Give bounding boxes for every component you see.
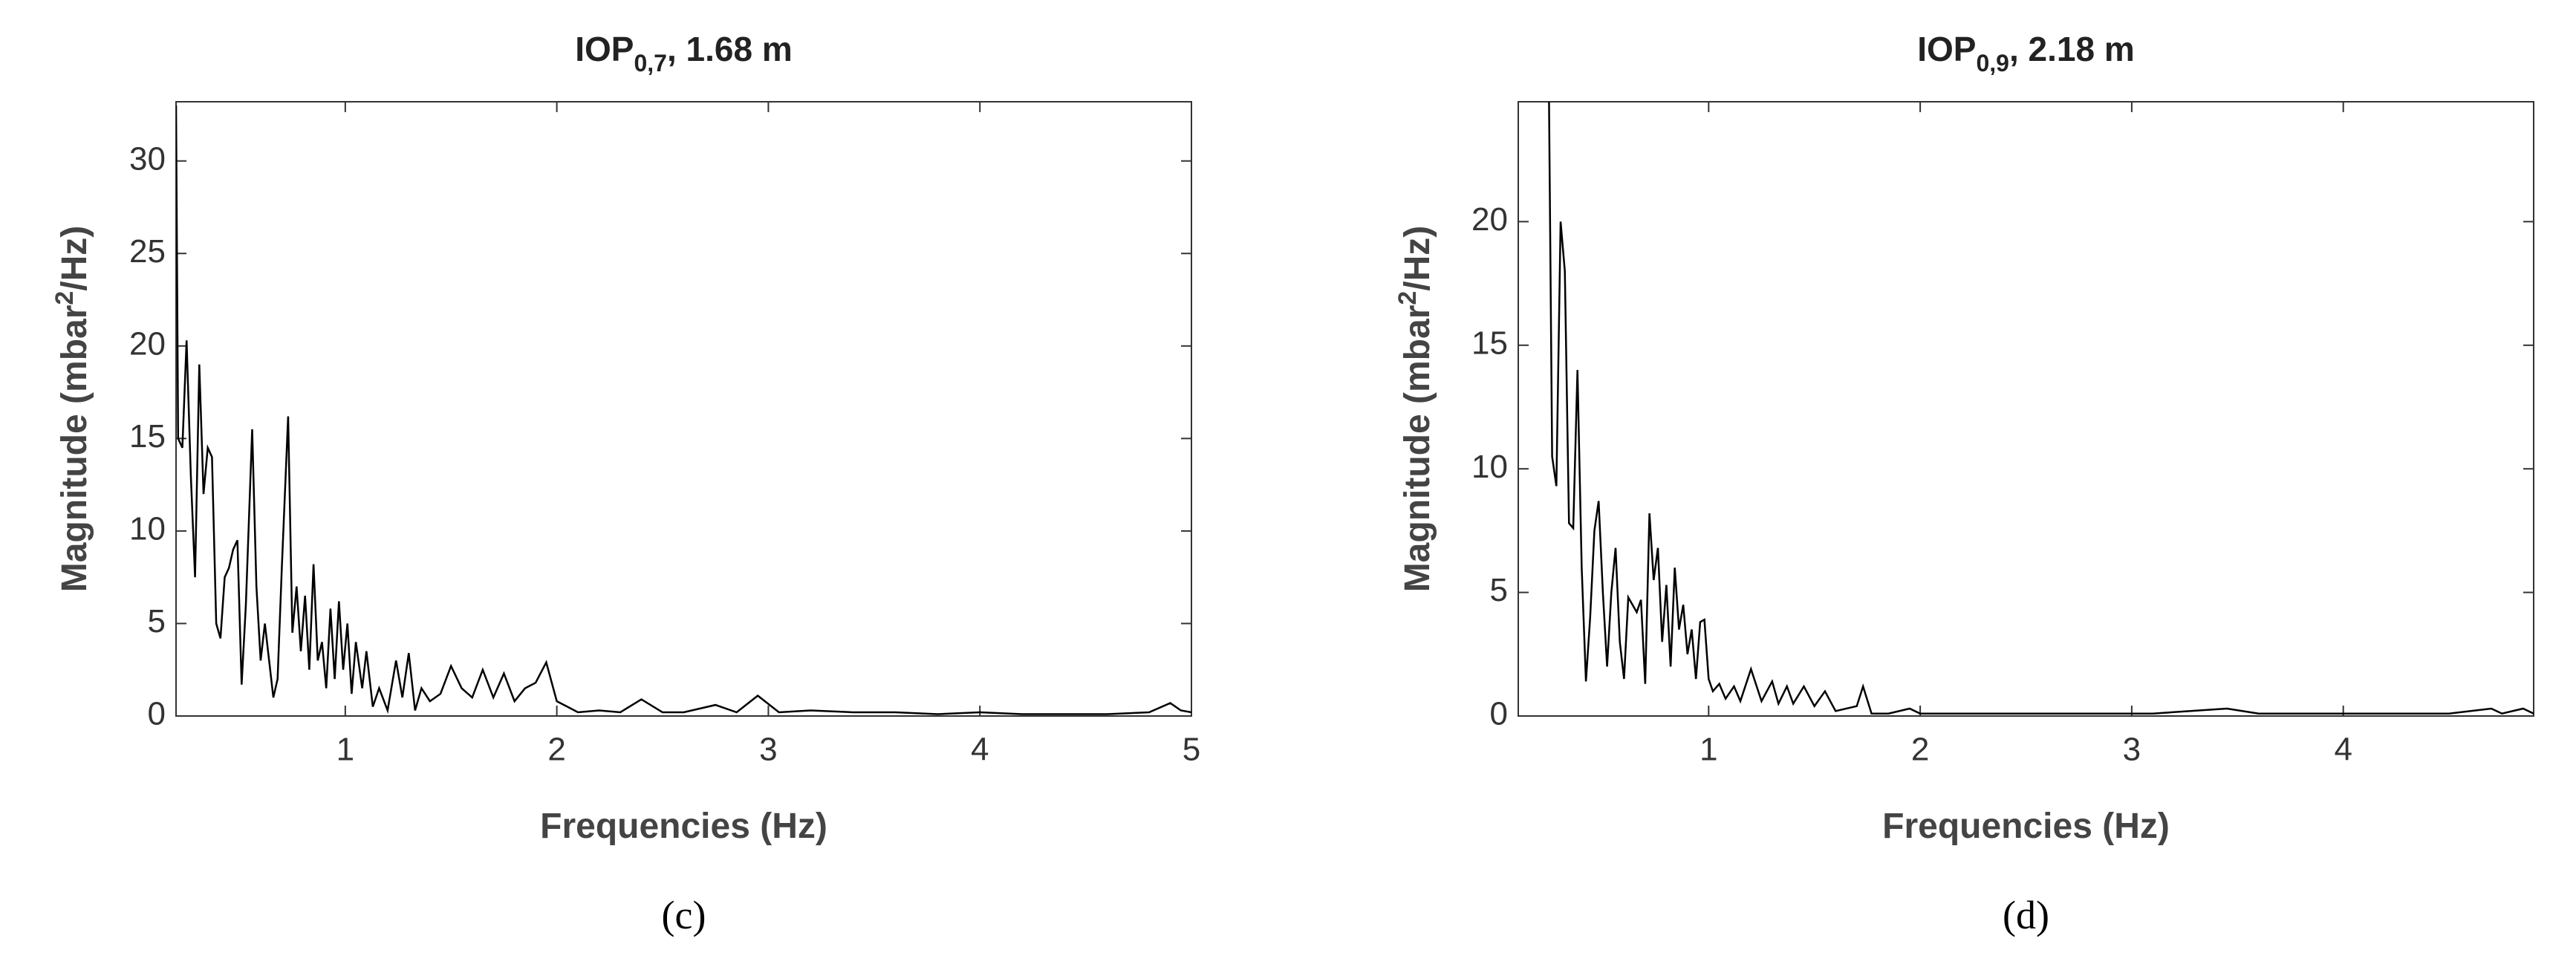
plot-area [1518,101,2534,717]
y-label-suffix: /Hz) [55,226,94,291]
title-main: IOP [1917,30,1976,68]
series [1548,102,2534,715]
y-tick-label: 20 [129,325,166,362]
x-tick-label: 5 [1183,732,1200,768]
y-tick-label: 5 [1490,572,1508,608]
y-label-main: Magnitude (mbar [1398,305,1437,593]
y-tick-label: 10 [1471,449,1508,485]
chart: 0 5 10 15 20 1 2 3 4 IOP0,9, 2.18 m Frequencies (H… [1393,30,2534,937]
title-subscript: 0,7 [634,50,666,77]
y-tick-label: 5 [148,603,166,640]
y-tick-label: 20 [1471,201,1508,238]
chart: 0 5 10 15 20 25 30 1 2 3 4 5 IOP0,7, 1.68 m Frequenci… [51,30,1200,937]
x-tick-label: 2 [1911,732,1929,768]
y-tick-label: 30 [129,140,166,177]
y-tick-label: 0 [1490,696,1508,732]
y-label-superscript: 2 [1393,291,1422,305]
y-tick-label: 25 [129,233,166,270]
y-tick-label: 15 [129,418,166,455]
x-tick-label: 3 [759,732,777,768]
x-tick-label: 3 [2123,732,2141,768]
title-subscript: 0,9 [1976,50,2009,77]
y-label-main: Magnitude (mbar [55,305,94,593]
x-tick-label: 1 [1700,732,1717,768]
x-tick-label: 4 [2334,732,2352,768]
x-axis-label: Frequencies (Hz) [1882,807,2170,846]
title-main: IOP [575,30,634,68]
series [176,105,1191,715]
y-tick-label: 10 [129,511,166,547]
chart-title: IOP0,9, 2.18 m [1917,30,2135,77]
caption: (d) [2003,893,2049,937]
y-axis-label: Magnitude (mbar2/Hz) [1393,226,1437,593]
caption: (c) [662,893,706,937]
y-tick-label: 0 [148,696,166,732]
title-suffix: , 2.18 m [2009,30,2135,68]
y-label-suffix: /Hz) [1398,226,1437,291]
y-label-superscript: 2 [51,291,79,305]
x-axis-label: Frequencies (Hz) [540,807,827,846]
title-suffix: , 1.68 m [667,30,793,68]
plot-area [175,101,1192,717]
x-tick-label: 4 [971,732,989,768]
chart-title: IOP0,7, 1.68 m [575,30,793,77]
y-tick-label: 15 [1471,325,1508,361]
x-tick-label: 2 [547,732,565,768]
y-axis-label: Magnitude (mbar2/Hz) [51,226,94,593]
data-line [176,105,1191,715]
data-line [1548,102,2534,715]
x-tick-label: 1 [336,732,354,768]
